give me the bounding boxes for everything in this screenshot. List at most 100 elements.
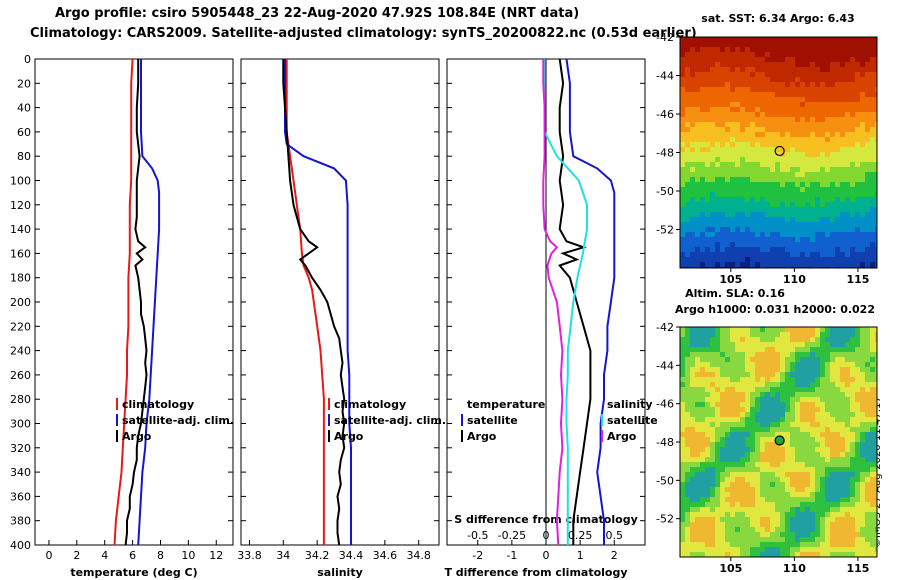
map-cell — [870, 207, 875, 212]
map-cell — [850, 232, 855, 237]
map-cell — [830, 357, 835, 362]
map-cell — [690, 517, 695, 522]
map-cell — [680, 162, 685, 167]
map-cell — [875, 237, 877, 242]
map-cell — [720, 497, 725, 502]
salinity-xtick-label: 34.4 — [339, 549, 364, 562]
map-cell — [765, 422, 770, 427]
map-cell — [710, 352, 715, 357]
map-cell — [695, 537, 700, 542]
map-cell — [720, 202, 725, 207]
map-cell — [840, 257, 845, 262]
map-cell — [740, 477, 745, 482]
map-cell — [690, 167, 695, 172]
map-cell — [760, 447, 765, 452]
map-cell — [710, 262, 715, 267]
map-cell — [730, 412, 735, 417]
map-cell — [755, 97, 760, 102]
map-cell — [800, 202, 805, 207]
map-cell — [795, 377, 800, 382]
map-cell — [695, 392, 700, 397]
map-cell — [710, 357, 715, 362]
map-cell — [775, 182, 780, 187]
map-cell — [745, 502, 750, 507]
map-cell — [785, 517, 790, 522]
map-cell — [750, 242, 755, 247]
map-cell — [820, 392, 825, 397]
map-cell — [780, 447, 785, 452]
map-cell — [860, 262, 865, 267]
legend-swatch — [328, 414, 330, 426]
map-cell — [710, 122, 715, 127]
map-cell — [835, 462, 840, 467]
map-cell — [850, 527, 855, 532]
map-cell — [820, 47, 825, 52]
map-cell — [680, 332, 685, 337]
map-cell — [820, 457, 825, 462]
map-cell — [785, 387, 790, 392]
map-cell — [820, 217, 825, 222]
map-cell — [765, 462, 770, 467]
map-cell — [790, 187, 795, 192]
map-cell — [840, 447, 845, 452]
map-cell — [845, 212, 850, 217]
map-cell — [785, 67, 790, 72]
map-cell — [760, 487, 765, 492]
map-cell — [700, 102, 705, 107]
map-cell — [835, 327, 840, 332]
map-cell — [720, 67, 725, 72]
map-cell — [690, 512, 695, 517]
map-cell — [800, 432, 805, 437]
map-cell — [845, 182, 850, 187]
map-cell — [785, 512, 790, 517]
map-cell — [770, 117, 775, 122]
map-cell — [755, 382, 760, 387]
map-cell — [685, 547, 690, 552]
map-cell — [790, 352, 795, 357]
map-cell — [795, 522, 800, 527]
map-cell — [775, 237, 780, 242]
map-cell — [780, 57, 785, 62]
map-cell — [730, 502, 735, 507]
map-cell — [790, 162, 795, 167]
map-cell — [835, 527, 840, 532]
map-cell — [820, 467, 825, 472]
map-cell — [725, 107, 730, 112]
map-cell — [760, 477, 765, 482]
map-cell — [765, 547, 770, 552]
map-cell — [840, 107, 845, 112]
map-cell — [855, 397, 860, 402]
map-cell — [710, 397, 715, 402]
map-cell — [740, 117, 745, 122]
map-cell — [710, 182, 715, 187]
map-cell — [780, 452, 785, 457]
legend-swatch — [461, 414, 463, 426]
map-cell — [685, 347, 690, 352]
map-cell — [780, 217, 785, 222]
map-cell — [860, 347, 865, 352]
map-cell — [820, 132, 825, 137]
map-cell — [680, 537, 685, 542]
map-cell — [745, 52, 750, 57]
map-cell — [705, 142, 710, 147]
map-cell — [845, 162, 850, 167]
map-cell — [775, 462, 780, 467]
map-cell — [790, 72, 795, 77]
map-cell — [705, 82, 710, 87]
map-cell — [840, 157, 845, 162]
series-temperature-satellite — [565, 58, 616, 545]
map-cell — [850, 217, 855, 222]
map-cell — [725, 122, 730, 127]
map-cell — [695, 337, 700, 342]
map-cell — [875, 332, 877, 337]
map-cell — [730, 232, 735, 237]
map-cell — [800, 472, 805, 477]
map-cell — [705, 372, 710, 377]
map-cell — [835, 417, 840, 422]
map-cell — [745, 497, 750, 502]
map-cell — [865, 477, 870, 482]
map-cell — [785, 252, 790, 257]
map-cell — [735, 367, 740, 372]
map-cell — [780, 172, 785, 177]
map-cell — [810, 252, 815, 257]
